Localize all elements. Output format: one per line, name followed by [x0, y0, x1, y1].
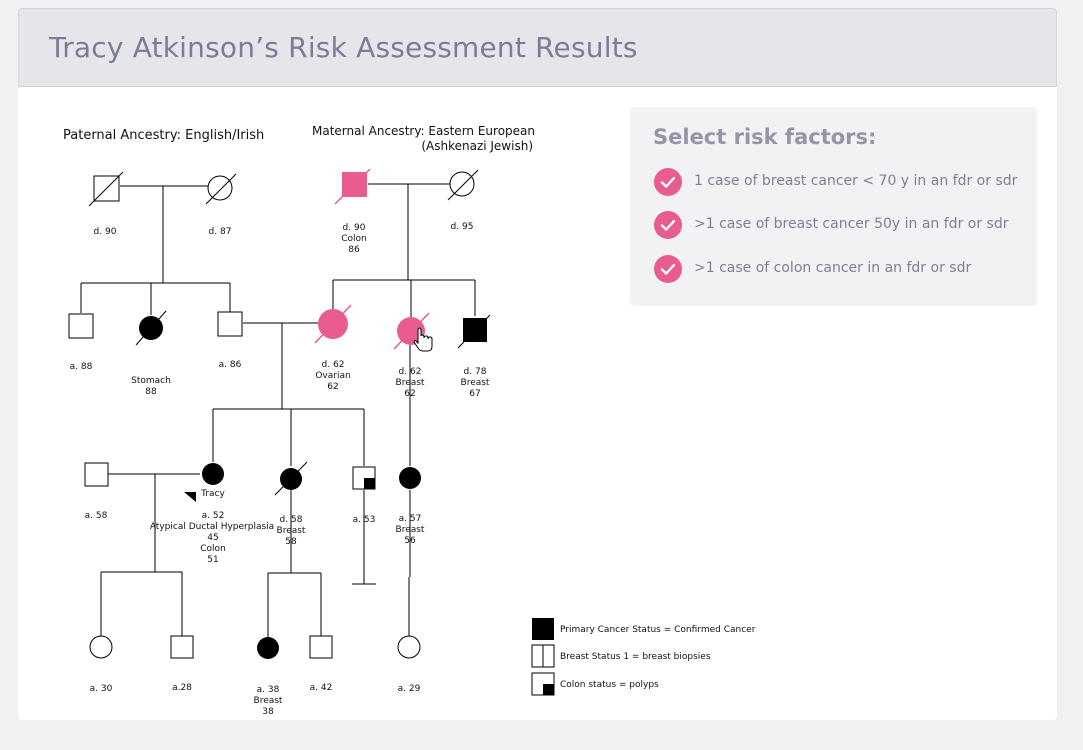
aunt2-label-2: Breast	[396, 378, 425, 388]
split-square-icon	[531, 644, 555, 668]
tracy-label-3: 45	[207, 533, 218, 543]
mgm-label: d. 95	[451, 222, 474, 232]
mgf-label-3: 86	[348, 245, 360, 255]
pedigree-node-mgm	[447, 169, 479, 201]
aunt2-label-1: d. 62	[399, 367, 422, 377]
sister-label-1: d. 58	[280, 515, 303, 525]
risk-factor-label: 1 case of breast cancer < 70 y in an fdr…	[694, 173, 1018, 189]
pedigree-node-nephew	[309, 635, 333, 659]
pedigree-node-pgf	[88, 171, 124, 207]
uncle2-label-2: Breast	[461, 378, 490, 388]
tracy-label-1: a. 52	[202, 511, 225, 521]
risk-factor-item[interactable]: 1 case of breast cancer < 70 y in an fdr…	[654, 168, 1034, 198]
check-circle-icon[interactable]	[654, 211, 682, 239]
risk-factor-label: >1 case of breast cancer 50y in an fdr o…	[694, 216, 1009, 232]
sister-label-2: Breast	[277, 526, 306, 536]
maternal-ancestry-sublabel: (Ashkenazi Jewish)	[421, 139, 533, 153]
hand-cursor-icon	[413, 327, 433, 352]
pedigree-node-mgf	[334, 168, 371, 205]
uncle2-label-1: d. 78	[464, 367, 487, 377]
pedigree-node-uncle1	[68, 313, 94, 339]
cousin-child-label: a. 29	[398, 684, 421, 694]
pgf-label: d. 90	[94, 227, 117, 237]
pedigree-node-cousin	[399, 467, 421, 489]
risk-factors-title: Select risk factors:	[653, 125, 877, 149]
uncle2-label-3: 67	[469, 389, 480, 399]
page-title: Tracy Atkinson’s Risk Assessment Results	[49, 31, 638, 64]
sister-label-3: 58	[285, 537, 297, 547]
legend-label-cancer: Primary Cancer Status = Confirmed Cancer	[560, 625, 756, 635]
pedigree-legend: Primary Cancer Status = Confirmed Cancer…	[531, 618, 756, 696]
pedigree-node-mother	[314, 304, 352, 344]
legend-label-breast: Breast Status 1 = breast biopsies	[560, 652, 711, 662]
page-header: Tracy Atkinson’s Risk Assessment Results	[18, 8, 1057, 87]
risk-factor-item[interactable]: >1 case of colon cancer in an fdr or sdr	[654, 255, 1034, 285]
pedigree-node-uncle2	[457, 314, 491, 349]
son1-label: a.28	[172, 683, 192, 693]
pgm-label: d. 87	[209, 227, 232, 237]
niece-label-2: Breast	[254, 696, 283, 706]
cousin-label-2: Breast	[396, 525, 425, 535]
brother-label: a. 53	[353, 515, 376, 525]
aunt2-label-3: 62	[404, 389, 415, 399]
pedigree-node-sister	[274, 461, 308, 496]
pedigree-node-brother	[352, 466, 376, 490]
aunt1-label-1: Stomach	[131, 376, 171, 386]
pedigree-node-son1	[170, 635, 194, 659]
tracy-label-4: Colon	[200, 544, 226, 554]
paternal-ancestry-label: Paternal Ancestry: English/Irish	[63, 128, 264, 143]
mgf-label-1: d. 90	[343, 223, 366, 233]
pedigree-node-father	[217, 311, 243, 337]
risk-factor-item[interactable]: >1 case of breast cancer 50y in an fdr o…	[654, 211, 1034, 241]
quadrant-square-icon	[531, 672, 555, 696]
pedigree-node-aunt1	[135, 310, 167, 346]
pedigree-lines	[80, 183, 476, 637]
pedigree-node-niece	[257, 637, 279, 659]
tracy-label-5: 51	[207, 555, 218, 565]
legend-label-colon: Colon status = polyps	[560, 680, 659, 690]
check-circle-icon[interactable]	[654, 255, 682, 283]
daughter1-label: a. 30	[90, 684, 113, 694]
risk-factors-panel: Select risk factors: 1 case of breast ca…	[630, 107, 1037, 306]
uncle1-label: a. 88	[70, 362, 93, 372]
pedigree-node-cousin-child	[397, 635, 421, 659]
pedigree-node-tracy	[184, 463, 224, 502]
cousin-label-3: 56	[404, 536, 416, 546]
pedigree-node-husband	[84, 462, 109, 487]
cousin-label-1: a. 57	[399, 514, 422, 524]
niece-label-3: 38	[262, 707, 274, 717]
niece-label-1: a. 38	[257, 685, 280, 695]
proband-arrow-icon	[184, 492, 196, 502]
tracy-name: Tracy	[200, 489, 225, 499]
pedigree-node-pgm	[205, 173, 237, 205]
mother-label-3: 62	[327, 382, 338, 392]
husband-label: a. 58	[85, 511, 108, 521]
filled-square-icon	[532, 618, 554, 640]
mother-label-1: d. 62	[322, 360, 345, 370]
tracy-label-2: Atypical Ductal Hyperplasia	[150, 522, 274, 532]
pedigree-node-daughter1	[89, 635, 113, 659]
check-circle-icon[interactable]	[654, 168, 682, 196]
nephew-label: a. 42	[310, 683, 333, 693]
father-label: a. 86	[219, 360, 242, 370]
risk-factor-label: >1 case of colon cancer in an fdr or sdr	[694, 260, 972, 276]
mgf-label-2: Colon	[341, 234, 367, 244]
maternal-ancestry-label: Maternal Ancestry: Eastern European	[312, 124, 535, 138]
mother-label-2: Ovarian	[315, 371, 350, 381]
aunt1-label-2: 88	[145, 387, 157, 397]
